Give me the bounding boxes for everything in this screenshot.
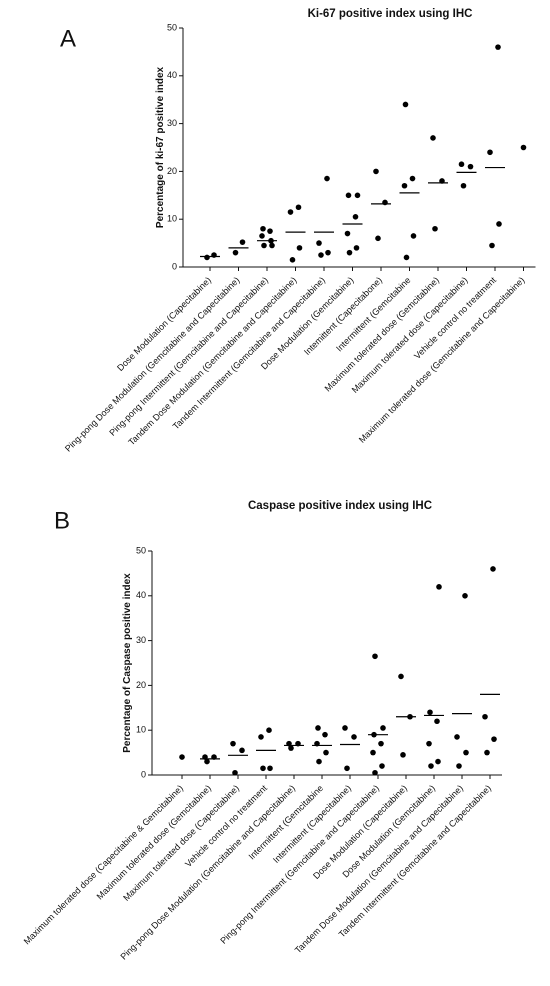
data-point (520, 144, 527, 151)
data-point (239, 239, 246, 245)
data-point (289, 257, 296, 263)
data-point (410, 233, 417, 239)
data-point (400, 752, 406, 758)
y-tick-label: 0 (141, 769, 146, 779)
data-point (261, 242, 267, 249)
panel-label: A (60, 25, 76, 52)
data-point (427, 709, 433, 716)
data-point (409, 175, 416, 182)
data-point (204, 758, 210, 765)
y-tick-label: 0 (172, 261, 177, 271)
data-point (378, 740, 384, 747)
y-tick-label: 30 (167, 118, 177, 128)
data-point (370, 749, 376, 756)
data-point (353, 245, 360, 251)
data-point (323, 749, 329, 756)
data-point (432, 225, 438, 232)
chart-title: Ki-67 positive index using IHC (308, 8, 473, 20)
data-point (398, 673, 404, 680)
y-tick-label: 20 (136, 680, 146, 690)
data-point (324, 175, 330, 182)
y-tick-label: 50 (167, 22, 177, 32)
data-point (428, 763, 434, 769)
data-point (354, 192, 361, 199)
data-point (288, 745, 294, 751)
data-point (491, 736, 497, 742)
y-axis-label: Percentage of Caspase positive index (122, 573, 133, 753)
data-point (375, 235, 381, 242)
data-point (260, 225, 266, 232)
data-point (460, 182, 467, 189)
data-point (373, 168, 379, 175)
data-point (260, 765, 266, 772)
data-point (482, 713, 488, 720)
data-point (434, 718, 440, 725)
data-point (484, 749, 490, 756)
y-tick-label: 40 (136, 590, 146, 600)
y-tick-label: 30 (136, 635, 146, 645)
data-point (342, 725, 348, 731)
data-point (345, 192, 352, 199)
data-point (267, 228, 273, 234)
data-point (346, 249, 353, 256)
data-point (372, 653, 378, 660)
panel-label: B (54, 507, 70, 534)
data-point (495, 44, 501, 50)
data-point (322, 731, 328, 738)
data-point (430, 135, 436, 141)
y-tick-label: 20 (167, 166, 177, 176)
chart-title: Caspase positive index using IHC (248, 500, 432, 512)
data-point (372, 769, 378, 776)
data-point (204, 254, 210, 261)
data-point (458, 161, 465, 168)
data-point (489, 242, 495, 249)
data-point (435, 758, 441, 765)
data-point (269, 242, 275, 249)
data-point (316, 240, 322, 246)
data-point (259, 233, 265, 239)
data-point (403, 254, 410, 261)
data-point (230, 740, 236, 747)
x-tick-label: Maximum tolerated dose (Capecitabine) (121, 783, 241, 903)
data-point (232, 249, 239, 256)
y-tick-label: 40 (167, 70, 177, 80)
data-point (487, 149, 493, 156)
data-point (454, 734, 460, 740)
data-point (316, 758, 322, 765)
data-point (436, 584, 442, 590)
data-point (239, 747, 245, 754)
data-point (456, 763, 462, 769)
data-point (287, 209, 294, 215)
data-point (379, 763, 385, 769)
data-point (463, 749, 469, 756)
data-point (267, 765, 273, 772)
y-tick-label: 10 (136, 725, 146, 735)
data-point (402, 101, 409, 108)
data-point (351, 734, 357, 740)
data-point (296, 245, 303, 251)
data-point (380, 725, 386, 731)
data-point (318, 252, 324, 258)
data-point (462, 593, 468, 599)
data-point (344, 230, 351, 237)
data-point (325, 249, 331, 256)
data-point (401, 182, 408, 189)
y-tick-label: 50 (136, 545, 146, 555)
data-point (467, 163, 474, 170)
data-point (496, 221, 502, 227)
y-tick-label: 10 (167, 214, 177, 224)
data-point (232, 769, 238, 776)
data-point (295, 204, 302, 211)
data-point (426, 740, 432, 747)
data-point (179, 754, 185, 760)
data-point (344, 765, 350, 772)
data-point (490, 566, 496, 572)
data-point (352, 214, 359, 220)
data-point (258, 734, 264, 740)
data-point (266, 727, 272, 733)
data-point (315, 725, 321, 731)
y-axis-label: Percentage of ki-67 positive index (155, 66, 166, 228)
